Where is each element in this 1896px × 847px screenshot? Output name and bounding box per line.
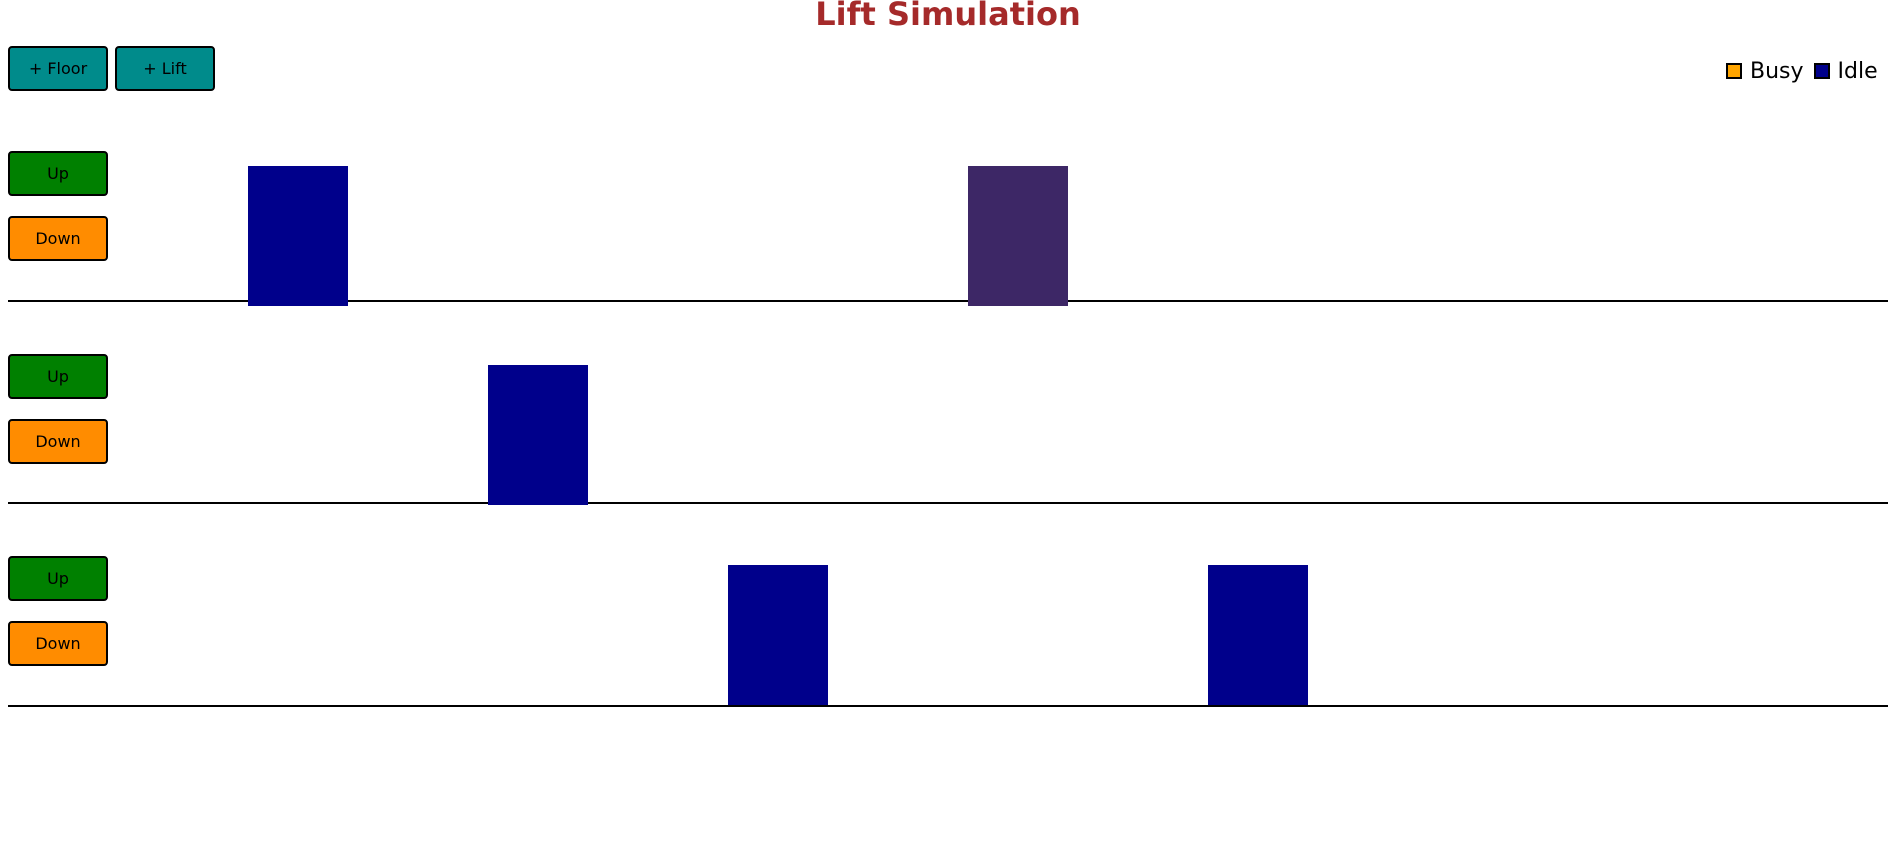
busy-swatch xyxy=(1726,63,1742,79)
status-legend: Busy Idle xyxy=(1726,56,1896,86)
floor-3-down-button[interactable]: Down xyxy=(8,621,108,666)
add-lift-button[interactable]: + Lift xyxy=(115,46,215,91)
floor-3-up-button[interactable]: Up xyxy=(8,556,108,601)
floor-2-up-button[interactable]: Up xyxy=(8,354,108,399)
add-floor-button[interactable]: + Floor xyxy=(8,46,108,91)
floor-1-up-button[interactable]: Up xyxy=(8,151,108,196)
busy-legend-label: Busy xyxy=(1750,58,1804,84)
lift-2 xyxy=(488,365,588,505)
floor-2-line xyxy=(8,502,1888,504)
page-title: Lift Simulation xyxy=(815,0,1081,33)
idle-legend-label: Idle xyxy=(1837,58,1878,84)
floor-1-down-button[interactable]: Down xyxy=(8,216,108,261)
floor-2-down-button[interactable]: Down xyxy=(8,419,108,464)
lift-3 xyxy=(728,565,828,705)
floor-3-line xyxy=(8,705,1888,707)
lift-1 xyxy=(248,166,348,306)
idle-swatch xyxy=(1813,63,1830,79)
lift-4 xyxy=(968,166,1068,306)
lift-5 xyxy=(1208,565,1308,705)
floor-1-line xyxy=(8,300,1888,302)
